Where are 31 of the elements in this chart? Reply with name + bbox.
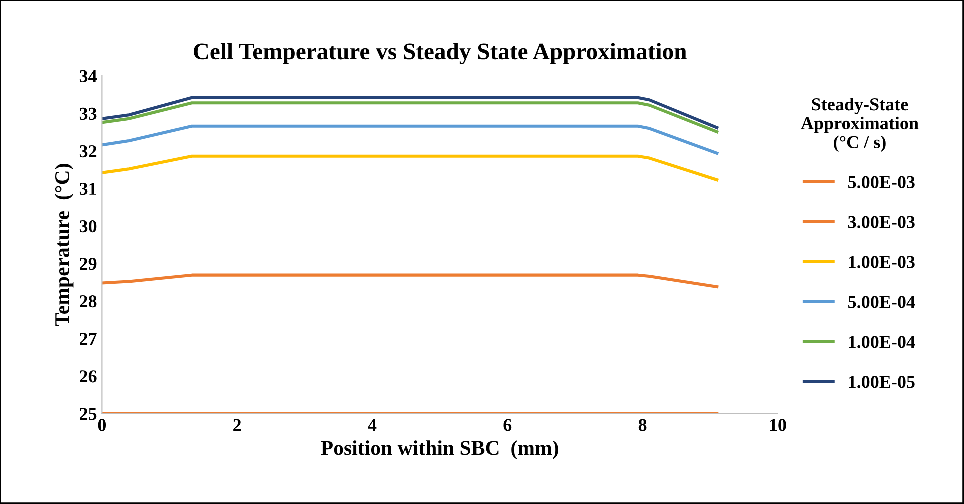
x-tick-label: 4 bbox=[368, 419, 377, 432]
y-axis-title: Temperature (°C) bbox=[54, 164, 74, 326]
x-tick-label: 10 bbox=[770, 419, 786, 432]
x-tick-label: 8 bbox=[638, 419, 647, 432]
y-tick-label: 28 bbox=[80, 295, 97, 308]
legend-label: 1.00E-05 bbox=[849, 376, 915, 388]
y-tick-label: 33 bbox=[80, 108, 97, 120]
x-tick-label: 0 bbox=[98, 419, 106, 432]
legend-label: 1.00E-03 bbox=[849, 256, 915, 268]
y-tick-label: 34 bbox=[80, 70, 97, 83]
chart-title: Cell Temperature vs Steady State Approximation bbox=[194, 43, 687, 65]
y-tick-label: 30 bbox=[80, 220, 97, 233]
legend-label: 5.00E-04 bbox=[848, 296, 916, 308]
line-series bbox=[102, 96, 719, 130]
y-tick-label: 32 bbox=[80, 145, 97, 158]
legend-label: 5.00E-03 bbox=[848, 176, 915, 189]
legend-label: 3.00E-03 bbox=[848, 216, 915, 228]
y-tick-label: 31 bbox=[80, 182, 96, 196]
x-axis-title: Position within SBC (mm) bbox=[321, 440, 558, 460]
y-tick-label: 25 bbox=[80, 408, 97, 420]
line-series bbox=[102, 124, 719, 155]
x-tick-label: 6 bbox=[504, 419, 512, 432]
line-series bbox=[102, 274, 719, 288]
y-tick-label: 27 bbox=[80, 333, 97, 346]
legend-label: 1.00E-04 bbox=[849, 336, 916, 348]
line-series bbox=[102, 154, 719, 182]
legend-title: Steady-State Approximation (°C / s) bbox=[801, 98, 919, 152]
x-tick-label: 2 bbox=[234, 419, 242, 432]
y-tick-label: 29 bbox=[80, 258, 97, 270]
line-series bbox=[102, 102, 719, 134]
y-tick-label: 26 bbox=[80, 370, 97, 383]
